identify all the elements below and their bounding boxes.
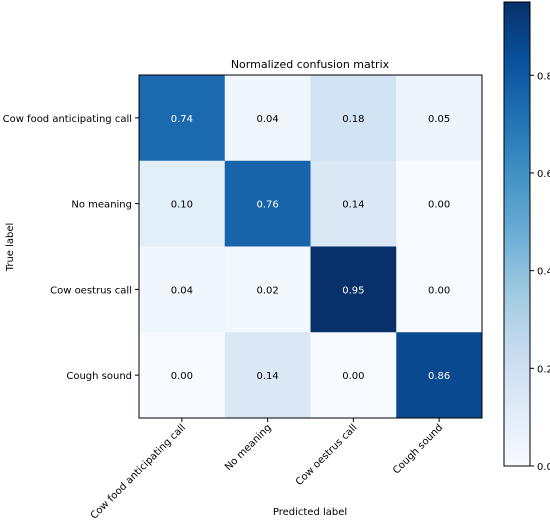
heatmap-cell <box>224 332 311 419</box>
cell-value-label: 0.86 <box>428 371 450 382</box>
heatmap-cell <box>310 160 397 247</box>
x-axis-label: Predicted label <box>273 507 347 518</box>
y-tick-label: No meaning <box>71 200 132 211</box>
x-tick-label: Cow food anticipating call <box>89 422 188 521</box>
heatmap-cell <box>139 246 226 333</box>
plot-frame <box>138 74 483 419</box>
heatmap-cell <box>396 332 483 419</box>
chart-title: Normalized confusion matrix <box>231 58 390 71</box>
cell-value-label: 0.14 <box>256 371 278 382</box>
heatmap-cell <box>310 246 397 333</box>
colorbar-tick-label: 0.0 <box>537 462 550 473</box>
heatmap-cell <box>310 332 397 419</box>
colorbar-ticks: 0.0 0.2 0.4 0.6 0.8 <box>530 71 550 473</box>
heatmap-cell <box>396 246 483 333</box>
heatmap-cell <box>396 160 483 247</box>
cell-value-label: 0.76 <box>256 200 278 211</box>
cell-value-label: 0.00 <box>428 200 450 211</box>
colorbar-tick-label: 0.8 <box>537 71 550 82</box>
cell-value-label: 0.00 <box>342 371 364 382</box>
cell-value-label: 0.00 <box>428 285 450 296</box>
cell-value-label: 0.04 <box>256 114 278 125</box>
x-tick-label: No meaning <box>223 422 274 473</box>
y-axis-ticks: Cow food anticipating call No meaning Cow … <box>3 114 139 382</box>
y-tick-label: Cow food anticipating call <box>3 114 132 125</box>
x-axis-ticks: Cow food anticipating call No meaning Cow … <box>89 418 445 522</box>
colorbar-tick-label: 0.2 <box>537 364 550 375</box>
heatmap-cell <box>139 75 226 162</box>
cell-value-label: 0.10 <box>171 200 193 211</box>
heatmap-cell <box>224 246 311 333</box>
colorbar <box>503 1 531 467</box>
x-tick-label: Cow oestrus call <box>294 422 360 488</box>
cell-value-label: 0.74 <box>171 114 193 125</box>
cell-value-label: 0.02 <box>256 285 278 296</box>
y-axis-label: True label <box>5 223 16 273</box>
heatmap-cell <box>396 75 483 162</box>
cell-value-label: 0.04 <box>171 285 193 296</box>
cell-value-label: 0.95 <box>342 285 364 296</box>
y-tick-label: Cough sound <box>66 371 132 382</box>
heatmap-cell <box>139 160 226 247</box>
cell-value-label: 0.05 <box>428 114 450 125</box>
heatmap-cells <box>139 75 483 419</box>
cell-value-label: 0.14 <box>342 200 364 211</box>
heatmap-cell <box>224 75 311 162</box>
y-tick-label: Cow oestrus call <box>50 285 132 296</box>
cell-value-label: 0.00 <box>171 371 193 382</box>
heatmap-cell <box>310 75 397 162</box>
colorbar-tick-label: 0.4 <box>537 267 550 278</box>
heatmap-cell <box>139 332 226 419</box>
x-tick-label: Cough sound <box>391 422 445 476</box>
heatmap-cell <box>224 160 311 247</box>
colorbar-tick-label: 0.6 <box>537 169 550 180</box>
cell-value-labels: 0.74 0.04 0.18 0.05 0.10 0.76 0.14 0.00 0.04 0.02… <box>171 114 451 382</box>
cell-value-label: 0.18 <box>342 114 364 125</box>
